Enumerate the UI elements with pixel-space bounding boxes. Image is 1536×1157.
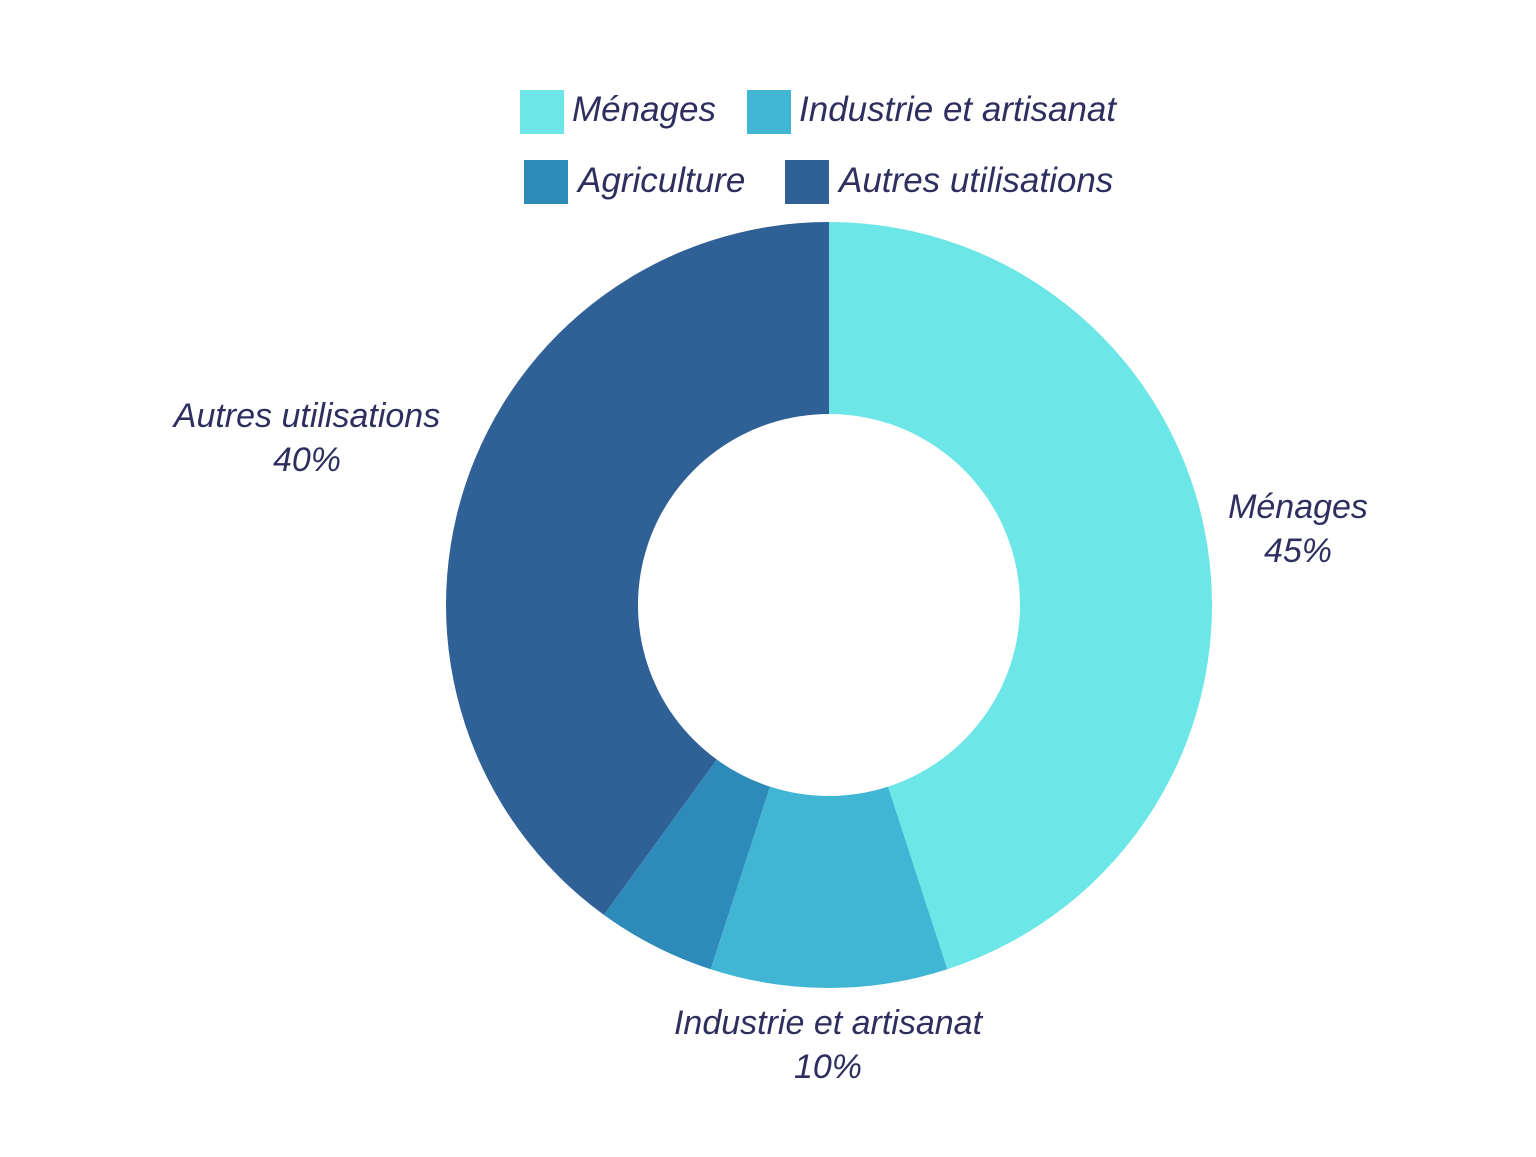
legend-swatch-agriculture	[524, 160, 568, 204]
legend-label-autres-utilisations: Autres utilisations	[837, 161, 1113, 200]
legend-swatch-autres-utilisations	[785, 160, 829, 204]
data-label-value-autres-utilisations: 40%	[273, 441, 341, 479]
data-label-name-autres-utilisations: Autres utilisations	[172, 397, 440, 435]
legend-item-autres-utilisations: Autres utilisations	[785, 160, 1113, 204]
donut-slices	[445, 221, 1212, 988]
legend-label-menages: Ménages	[572, 90, 716, 129]
legend-item-menages: Ménages	[520, 90, 716, 134]
data-label-name-industrie-et-artisanat: Industrie et artisanat	[674, 1004, 984, 1042]
legend-swatch-industrie-et-artisanat	[747, 90, 791, 134]
data-label-value-industrie-et-artisanat: 10%	[794, 1048, 862, 1086]
legend: Ménages Industrie et artisanat Agriculture…	[520, 90, 1117, 204]
slice-agriculture	[603, 759, 770, 970]
legend-item-industrie-et-artisanat: Industrie et artisanat	[747, 90, 1117, 134]
data-label-value-menages: 45%	[1264, 532, 1332, 570]
data-labels: Ménages 45% Industrie et artisanat 10% Autre…	[172, 397, 1368, 1086]
legend-label-industrie-et-artisanat: Industrie et artisanat	[799, 90, 1117, 129]
slice-autres-utilisations	[445, 221, 829, 915]
slice-industrie-et-artisanat	[710, 786, 948, 988]
data-label-name-menages: Ménages	[1228, 488, 1368, 526]
legend-label-agriculture: Agriculture	[576, 161, 745, 200]
legend-swatch-menages	[520, 90, 564, 134]
legend-item-agriculture: Agriculture	[524, 160, 745, 204]
slice-menages	[829, 222, 1212, 970]
